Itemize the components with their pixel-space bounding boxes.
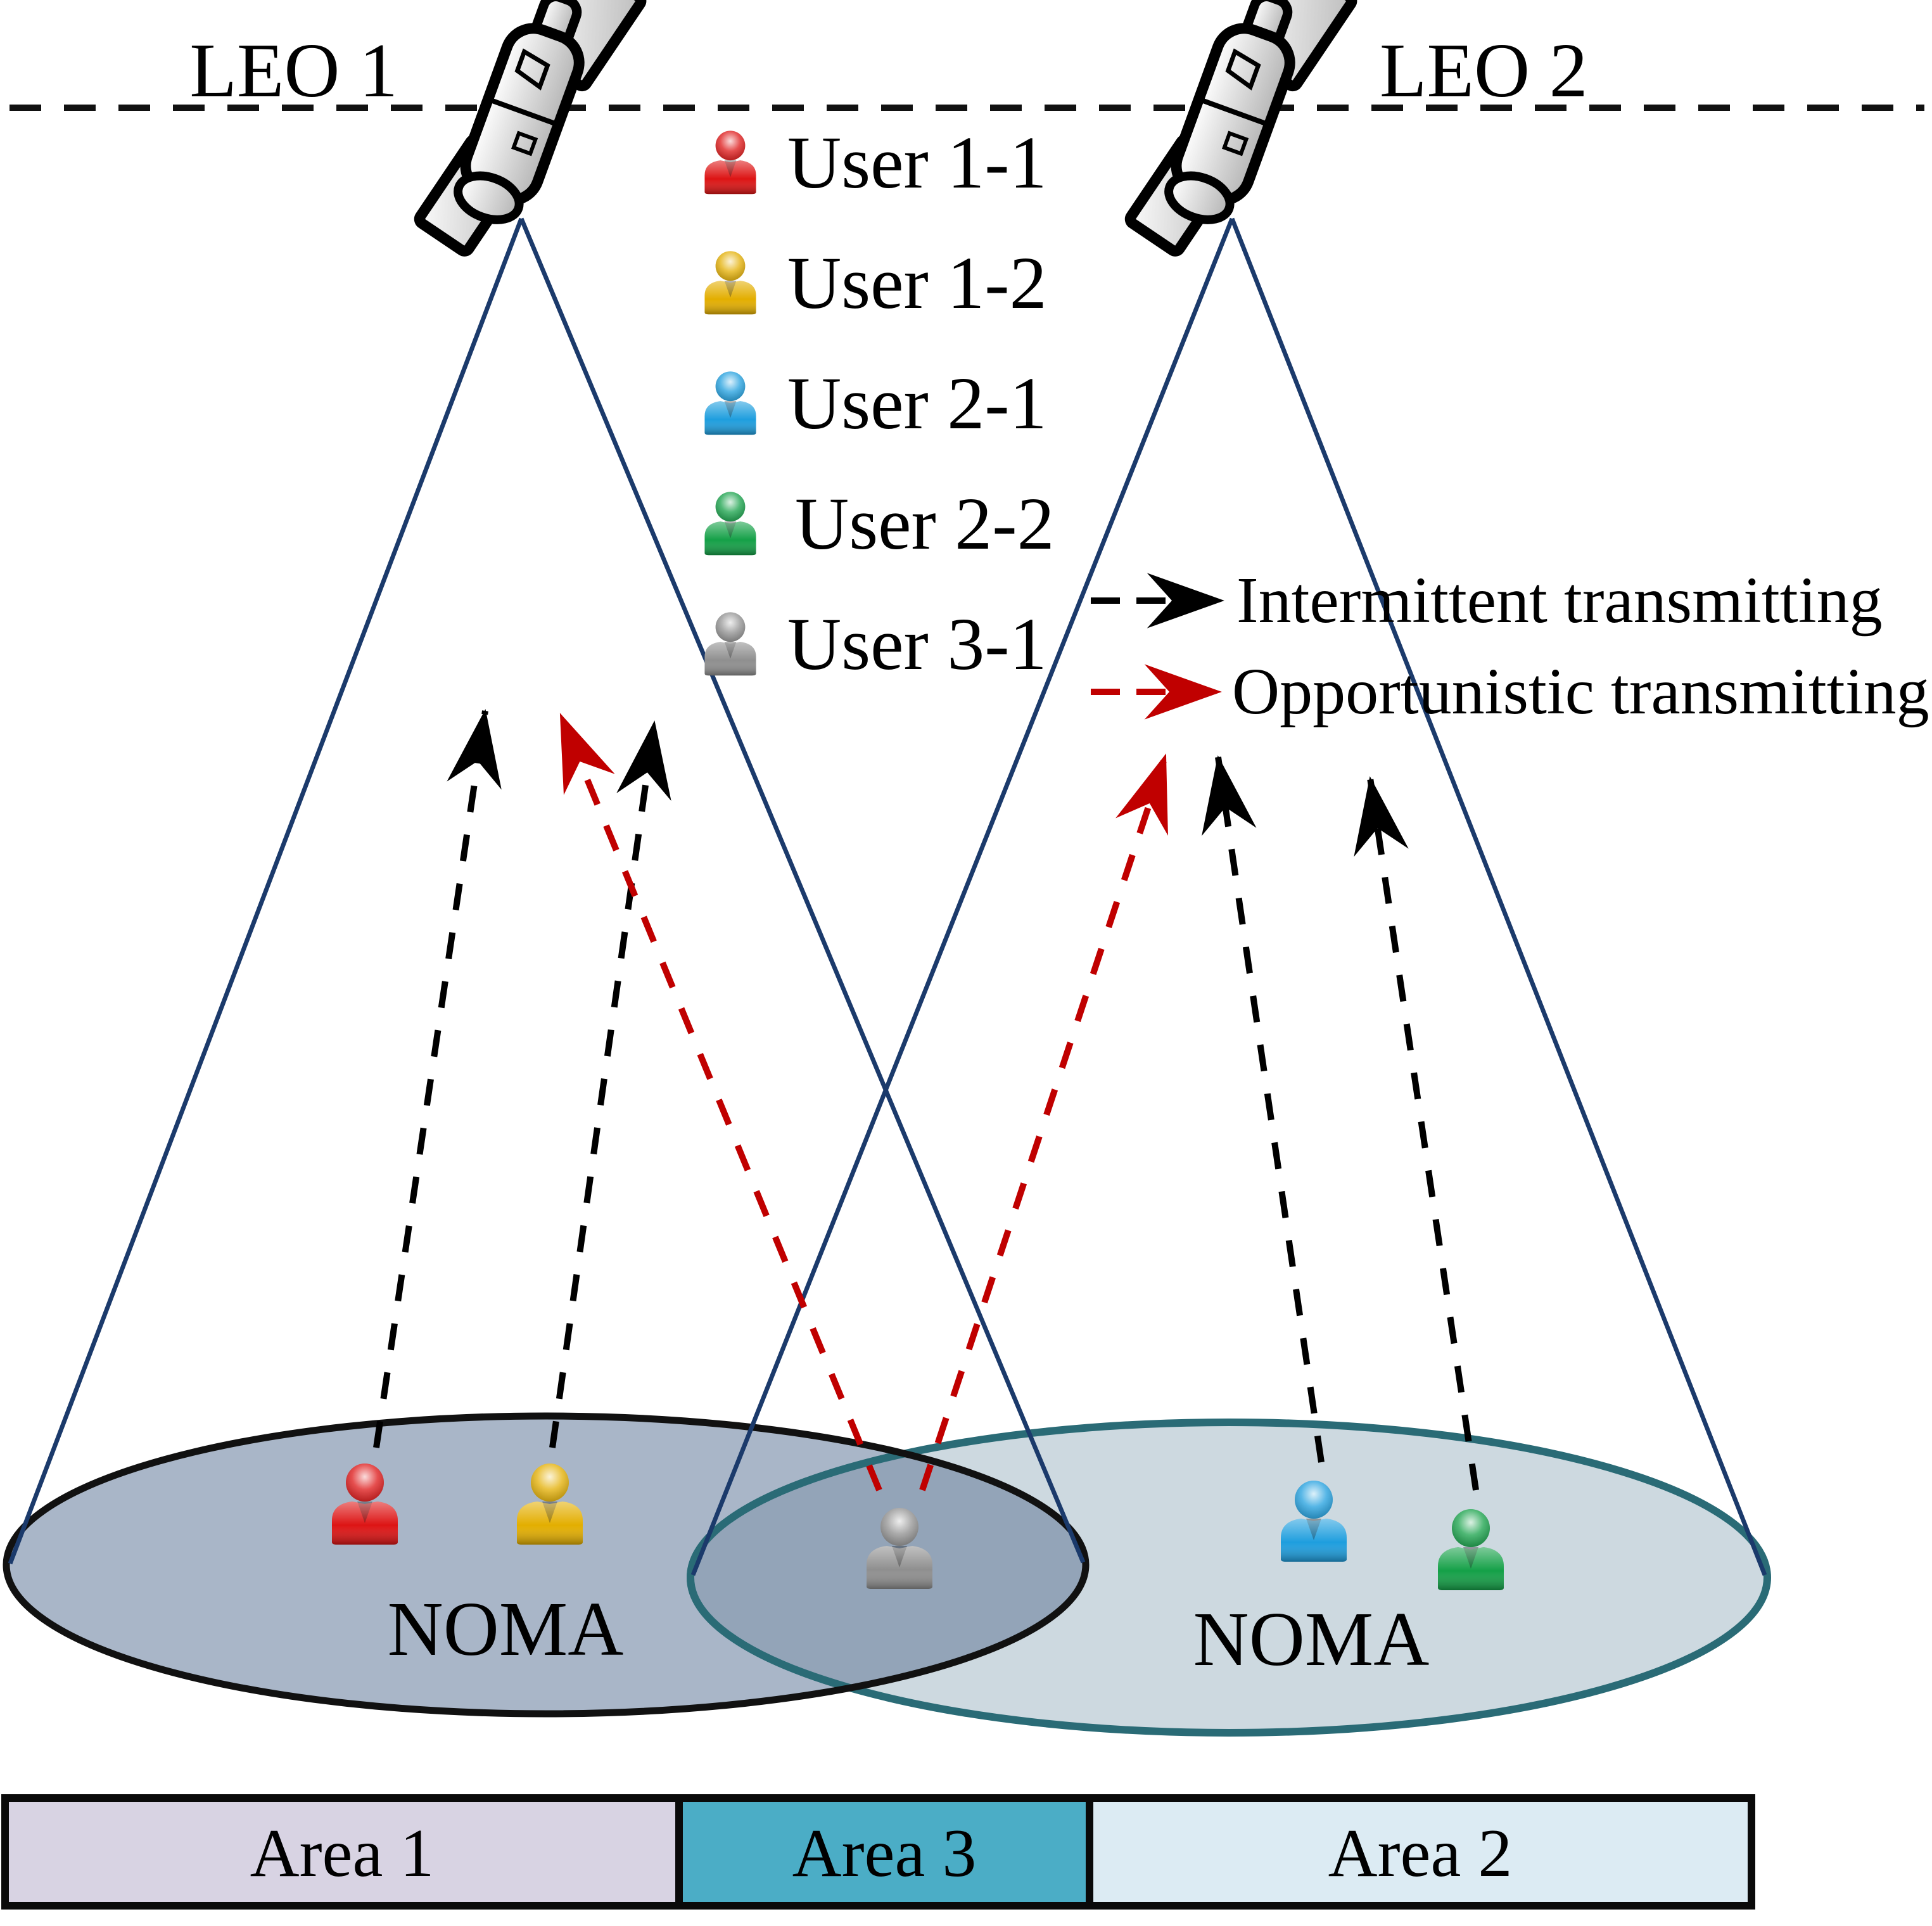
area-2-cell [1086, 1794, 1755, 1910]
noma-right-label: NOMA [1193, 1597, 1430, 1682]
user-2-1-legend-label: User 2-1 [787, 362, 1047, 445]
noma-cells [3, 1412, 1771, 1737]
left-noma-cell-border [3, 1412, 1090, 1718]
leo2-beam-left-line [690, 217, 1235, 1576]
intermittent-arrow-user-2-2 [1354, 776, 1479, 1491]
user-1-2-legend-icon [704, 251, 756, 315]
area-2-label: Area 2 [1328, 1816, 1513, 1891]
user-2-2-legend-label: User 2-2 [795, 482, 1055, 565]
transmission-arrows [373, 709, 1479, 1491]
user-1-2-legend-label: User 1-2 [787, 241, 1047, 324]
leo1-satellite-icon [417, 0, 643, 256]
noma-left-label: NOMA [388, 1586, 624, 1672]
area-1-label: Area 1 [250, 1816, 435, 1891]
user-1-1-legend-icon [704, 131, 756, 195]
leo1-beam-left-line [8, 217, 524, 1565]
user-3-1-legend-label: User 3-1 [787, 603, 1047, 686]
area-1-cell [1, 1794, 683, 1910]
user-2-2-legend-icon [704, 492, 756, 556]
arrow-legend: Intermittent transmitting Opportunistic … [1091, 564, 1929, 728]
user-legend: User 1-1 User 1-2 User 2-1 User 2-2 User… [704, 121, 1055, 686]
overlap-region [687, 1419, 1086, 1714]
intermittent-legend-label: Intermittent transmitting [1236, 564, 1883, 637]
user-3-1-legend-icon [704, 612, 756, 676]
intermittent-arrow-user-1-2 [549, 720, 671, 1448]
leo2-beam-right-line [1230, 217, 1767, 1576]
opportunistic-arrow-to-leo1 [557, 713, 882, 1491]
area-bar: Area 1 Area 3 Area 2 [1, 1794, 1755, 1910]
opportunistic-arrow-to-leo2 [919, 753, 1169, 1491]
leo1-label: LEO 1 [189, 28, 398, 113]
user-1-1-legend-label: User 1-1 [787, 121, 1047, 204]
leo2-satellite-icon [1128, 0, 1354, 256]
intermittent-arrow-user-2-1 [1202, 755, 1325, 1463]
intermittent-arrow-user-1-1 [373, 709, 502, 1448]
leo2-label: LEO 2 [1380, 28, 1588, 113]
beam-cones [8, 217, 1767, 1576]
opportunistic-legend-label: Opportunistic transmitting [1232, 655, 1929, 728]
area-3-label: Area 3 [792, 1816, 977, 1891]
leo1-beam-right-line [519, 217, 1086, 1564]
user-2-1-legend-icon [704, 371, 756, 435]
